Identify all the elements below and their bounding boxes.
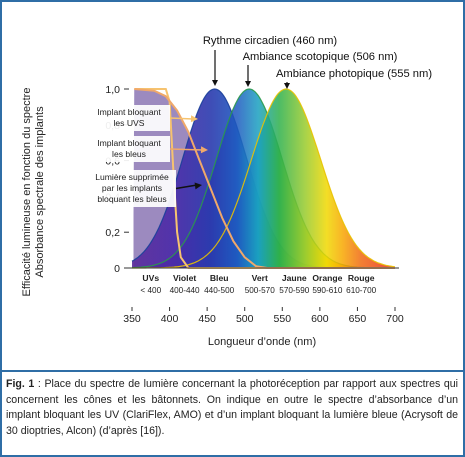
series-title-2: Ambiance scotopique (506 nm) <box>243 51 398 63</box>
x-axis-label: Longueur d’onde (nm) <box>208 336 316 348</box>
x-tick-label: 450 <box>198 313 216 325</box>
band-range-uvs: < 400 <box>140 286 161 295</box>
band-name-jaune: Jaune <box>282 273 307 283</box>
caption-divider <box>2 370 463 372</box>
series-area-3 <box>132 89 395 268</box>
uv-implant-label-arrow-shaft <box>169 117 194 120</box>
y-tick-label: 1,0 <box>105 84 120 96</box>
series-arrow-head-2 <box>245 81 251 87</box>
blue-implant-label-line-1: Implant bloquant <box>97 138 161 148</box>
band-name-bleu: Bleu <box>210 273 229 283</box>
blue-implant-label-arrow-shaft <box>169 148 204 151</box>
band-name-vert: Vert <box>252 273 268 283</box>
suppressed-light-label-box <box>88 170 176 207</box>
band-name-orange: Orange <box>312 273 342 283</box>
blue-implant-label-line-2: les bleus <box>112 149 146 159</box>
annotations: Rythme circadien (460 nm) Ambiance scotop… <box>88 35 432 207</box>
suppressed-light-label-line-2: par les implants <box>102 183 162 193</box>
implant-curve-2 <box>134 88 395 269</box>
band-range-orange: 590-610 <box>312 286 342 295</box>
x-tick-label: 700 <box>386 313 404 325</box>
x-tick-label: 400 <box>161 313 179 325</box>
band-range-violet: 400-440 <box>170 286 200 295</box>
color-bands: UVs < 400 Violet 400-440 Bleu 440-500 Vert 500-… <box>140 273 376 295</box>
blue-implant-label-box <box>88 136 170 162</box>
band-range-rouge: 610-700 <box>346 286 376 295</box>
x-tick-label: 650 <box>349 313 367 325</box>
uv-implant-label-box <box>88 105 170 131</box>
caption-label: Fig. 1 <box>6 378 35 390</box>
series-arrow-head-1 <box>212 80 218 86</box>
band-range-vert: 500-570 <box>245 286 275 295</box>
uv-implant-label-arrow-head <box>190 115 198 123</box>
y-tick-label: 0 <box>114 263 120 275</box>
y-axis-label-line-1: Efficacité lumineuse en fonction du spec… <box>21 88 33 297</box>
x-tick-label: 550 <box>274 313 292 325</box>
band-range-bleu: 440-500 <box>204 286 234 295</box>
band-range-jaune: 570-590 <box>279 286 309 295</box>
series-title-3: Ambiance photopique (555 nm) <box>276 68 432 80</box>
suppressed-light-label-line-1: Lumière supprimée <box>95 172 169 182</box>
suppressed-light-label-arrow-shaft <box>175 184 198 190</box>
x-tick-label: 500 <box>236 313 254 325</box>
x-tick-label: 600 <box>311 313 329 325</box>
series-arrow-head-3 <box>284 83 290 89</box>
figure-caption: Fig. 1 : Place du spectre de lumière con… <box>6 377 458 439</box>
band-name-violet: Violet <box>173 273 196 283</box>
band-name-rouge: Rouge <box>348 273 375 283</box>
suppressed-light-label-line-3: bloquant les bleus <box>97 194 166 204</box>
suppressed-light-label-arrow-head <box>194 182 202 190</box>
spectral-areas <box>131 88 396 269</box>
x-tick-label: 350 <box>123 313 141 325</box>
blue-implant-label-arrow-head <box>200 146 208 154</box>
uv-implant-label-line-1: Implant bloquant <box>97 107 161 117</box>
y-axis-label-line-2: Absorbance spectrale des implants <box>34 106 46 278</box>
series-title-1: Rythme circadien (460 nm) <box>203 35 338 47</box>
band-name-uvs: UVs <box>142 273 159 283</box>
uv-implant-label-line-2: les UVS <box>113 118 144 128</box>
series-line-3 <box>132 88 396 269</box>
y-axis-label: Efficacité lumineuse en fonction du spec… <box>21 88 46 297</box>
spectral-chart: 35040045050055060065070000,20,40,60,81,0… <box>21 35 432 348</box>
y-tick-label: 0,2 <box>105 227 120 239</box>
caption-text: : Place du spectre de lumière concernant… <box>6 378 459 437</box>
